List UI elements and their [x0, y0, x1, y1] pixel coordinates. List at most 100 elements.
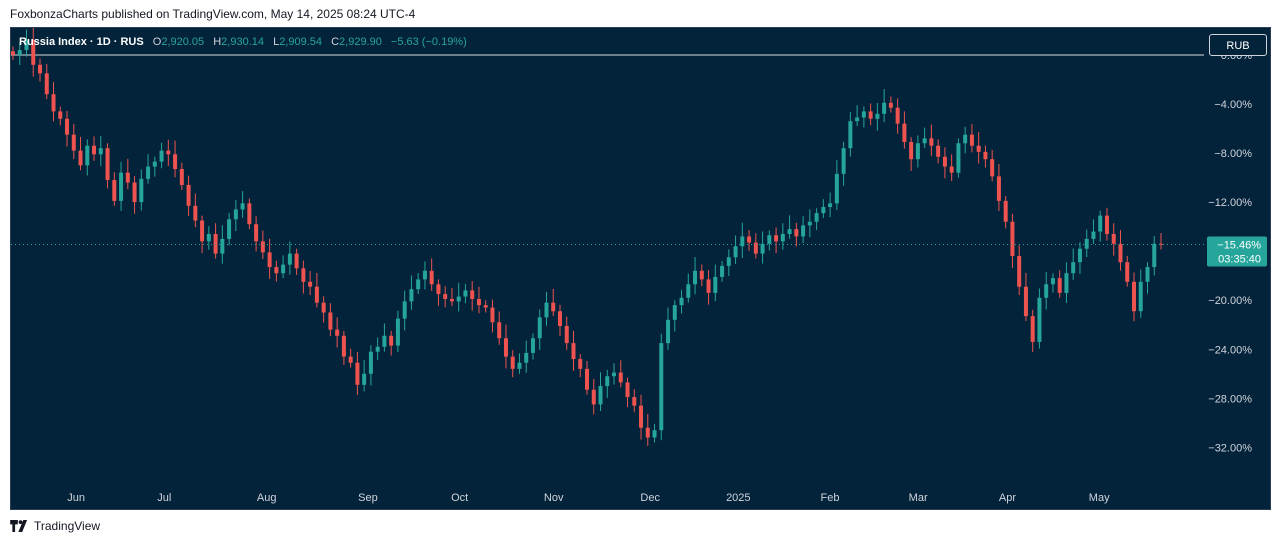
candle-body: [807, 221, 812, 226]
candle-body: [510, 356, 515, 369]
candle-body: [524, 352, 529, 363]
candle-body: [503, 338, 508, 357]
candle-body: [44, 73, 49, 95]
candle-body: [281, 264, 286, 274]
candle-body: [834, 173, 839, 204]
tradingview-brand[interactable]: TradingView: [34, 519, 101, 533]
candle-body: [456, 296, 461, 302]
candle-body: [1037, 297, 1042, 342]
x-tick-label: Jun: [67, 492, 85, 504]
candle-body: [105, 148, 110, 181]
y-tick-label: −8.00%: [1214, 148, 1252, 160]
candle-body: [395, 318, 400, 346]
change-value: −5.63 (−0.19%): [390, 36, 467, 48]
last-price-label-box: [1207, 236, 1267, 267]
candle-body: [240, 203, 245, 210]
x-tick-label: Apr: [999, 492, 1016, 504]
candle-body: [1010, 221, 1015, 257]
candle-body: [821, 207, 826, 214]
candle-body: [71, 134, 76, 151]
candle-body: [294, 253, 299, 269]
candle-body: [287, 253, 292, 265]
currency-button[interactable]: RUB: [1209, 34, 1267, 56]
candle-body: [639, 405, 644, 428]
candle-body: [976, 145, 981, 152]
candle-body: [895, 107, 900, 124]
candle-body: [571, 343, 576, 360]
candle-body: [996, 176, 1001, 201]
candle-body: [314, 286, 319, 303]
chart-panel[interactable]: 0.00%−4.00%−8.00%−12.00%−20.00%−24.00%−2…: [10, 27, 1271, 510]
candle-body: [409, 289, 414, 302]
candle-body: [476, 298, 481, 306]
symbol-name: Russia Index · 1D · RUS: [19, 36, 144, 48]
candle-body: [720, 265, 725, 277]
candle-body: [254, 224, 259, 242]
candle-body: [463, 290, 468, 297]
x-tick-label: Oct: [451, 492, 468, 504]
publisher-caption: FoxbonzaCharts published on TradingView.…: [10, 7, 416, 21]
x-tick-label: Aug: [257, 492, 277, 504]
candle-body: [774, 235, 779, 242]
candle-body: [146, 166, 151, 179]
candle-body: [335, 329, 340, 336]
candle-body: [402, 301, 407, 319]
candle-body: [936, 145, 941, 157]
high-label: H: [213, 36, 222, 48]
candle-body: [1050, 278, 1055, 285]
candle-body: [787, 229, 792, 234]
candle-body: [490, 307, 495, 323]
candle-body: [38, 64, 43, 74]
candle-body: [841, 148, 846, 174]
candle-body: [11, 51, 15, 55]
candle-body: [24, 40, 29, 51]
candle-body: [17, 50, 22, 55]
candle-body: [173, 154, 178, 170]
candle-body: [483, 305, 488, 308]
candle-body: [733, 246, 738, 258]
candle-body: [747, 236, 752, 243]
candle-body: [591, 389, 596, 405]
candle-body: [814, 213, 819, 222]
candle-body: [990, 159, 995, 177]
candle-body: [882, 102, 887, 114]
candle-body: [1138, 281, 1143, 312]
candle-body: [780, 233, 785, 242]
candle-body: [929, 138, 934, 146]
candle-body: [666, 319, 671, 344]
open-value: 2,920.05: [161, 36, 205, 48]
candle-body: [382, 335, 387, 347]
candle-body: [848, 121, 853, 149]
candle-body: [949, 166, 954, 173]
candle-body: [449, 298, 454, 302]
candle-body: [557, 311, 562, 326]
candle-body: [1098, 215, 1103, 232]
candle-body: [942, 156, 947, 167]
tradingview-logo-icon: [10, 520, 28, 532]
candle-body: [868, 111, 873, 119]
close-value: 2,929.90: [339, 36, 382, 48]
candle-body: [362, 373, 367, 385]
candle-body: [1159, 243, 1163, 245]
x-tick-label: Feb: [821, 492, 840, 504]
candle-body: [233, 209, 238, 220]
bar-countdown: 03:35:40: [1218, 254, 1261, 266]
x-tick-label: Sep: [358, 492, 378, 504]
candle-body: [1145, 267, 1150, 282]
candle-body: [564, 325, 569, 344]
candle-body: [679, 297, 684, 306]
candle-body: [915, 143, 920, 160]
close-label: C: [331, 36, 340, 48]
candle-body: [753, 242, 758, 254]
price-chart[interactable]: 0.00%−4.00%−8.00%−12.00%−20.00%−24.00%−2…: [11, 28, 1271, 510]
candle-body: [341, 335, 346, 357]
candle-body: [686, 284, 691, 298]
candle-body: [625, 382, 630, 398]
candle-body: [740, 236, 745, 247]
footer: TradingView: [10, 519, 100, 533]
candle-body: [321, 302, 326, 313]
candle-body: [355, 362, 360, 385]
candle-body: [632, 397, 637, 406]
candle-body: [672, 305, 677, 320]
x-tick-label: May: [1089, 492, 1110, 504]
